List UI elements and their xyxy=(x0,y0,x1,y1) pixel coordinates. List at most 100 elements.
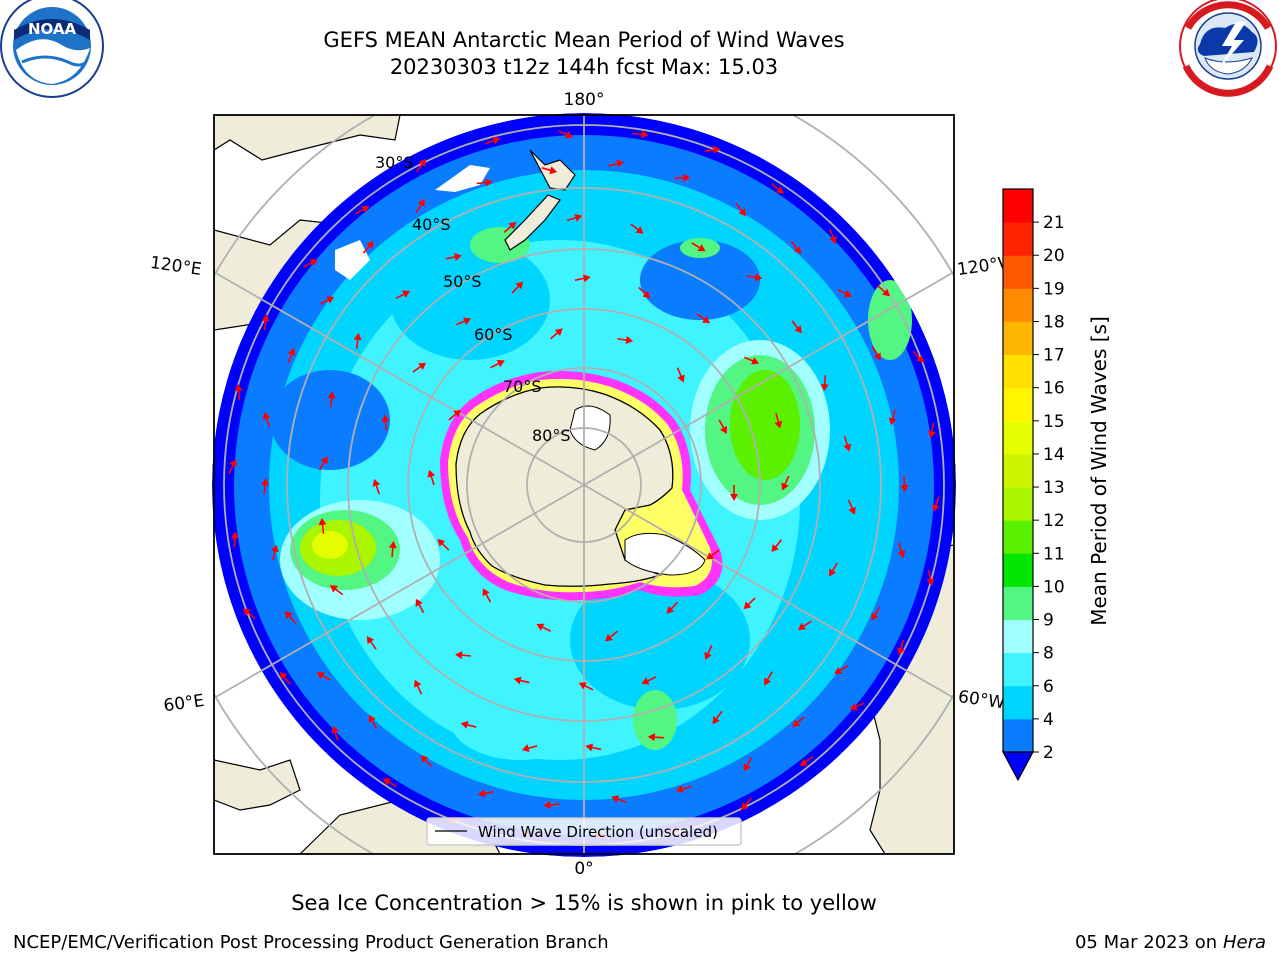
wave-direction-arrowhead xyxy=(625,336,634,345)
wave-direction-arrowhead xyxy=(366,240,374,249)
wave-direction-arrowhead xyxy=(420,755,429,763)
wave-direction-arrowhead xyxy=(455,651,463,660)
colorbar-label: Mean Period of Wind Waves [s] xyxy=(1087,316,1111,626)
wave-direction-arrowhead xyxy=(697,244,706,252)
wave-direction-arrowhead xyxy=(754,273,763,282)
footer-date-text: 05 Mar 2023 on xyxy=(1074,932,1218,953)
wave-direction-arrowhead xyxy=(932,503,940,512)
wave-direction-arrowhead xyxy=(675,785,684,793)
wave-direction-arrowhead xyxy=(460,721,469,729)
colorbar-segment xyxy=(1003,718,1033,753)
wave-direction-arrowhead xyxy=(437,538,446,547)
colorbar-segment xyxy=(1003,189,1033,223)
colorbar-tick-label: 14 xyxy=(1043,445,1065,465)
wave-direction-arrowhead xyxy=(320,456,328,465)
wave-direction-arrowhead xyxy=(849,703,858,711)
wave-direction-arrowhead xyxy=(916,354,925,363)
wave-direction-arrowhead xyxy=(279,671,288,680)
wave-direction-arrowhead xyxy=(900,484,909,493)
wave-direction-arrowhead xyxy=(843,443,852,452)
wave-direction-arrowhead xyxy=(585,743,594,752)
map-legend: Wind Wave Direction (unscaled) xyxy=(426,817,742,846)
wave-direction-arrowhead xyxy=(927,430,936,439)
wave-direction-arrowhead xyxy=(828,568,837,577)
wave-direction-arrowhead xyxy=(683,173,691,182)
wave-direction-arrowhead xyxy=(521,744,530,753)
colorbar-segment xyxy=(1003,453,1033,488)
graticule xyxy=(213,115,955,854)
wave-direction-arrowhead xyxy=(799,758,808,767)
wave-direction-arrowhead xyxy=(743,601,752,610)
wave-direction-arrowhead xyxy=(702,315,711,324)
wave-direction-arrowhead xyxy=(414,679,422,688)
lat-label-80s: 80°S xyxy=(532,426,571,445)
wave-direction-arrowhead xyxy=(677,374,685,383)
lon-label-60w: 60°W xyxy=(957,687,1006,713)
colorbar-frame xyxy=(1002,188,1034,753)
wave-direction-arrowhead xyxy=(318,517,327,526)
wave-direction-arrowhead xyxy=(327,391,336,399)
wave-direction-arrowhead xyxy=(262,411,271,420)
wave-direction-arrowhead xyxy=(485,178,493,187)
wave-direction-arrowhead xyxy=(642,290,651,299)
wave-direction-arrowhead xyxy=(287,348,296,357)
wave-direction-arrowhead xyxy=(496,360,505,368)
wave-direction-arrowhead xyxy=(366,636,375,645)
wave-direction-arrowhead xyxy=(897,550,906,559)
wind-wave-arrows xyxy=(228,130,940,840)
wave-direction-arrowhead xyxy=(261,477,270,486)
colorbar-tick-label: 10 xyxy=(1043,577,1065,597)
wave-direction-arrowhead xyxy=(454,253,462,261)
wave-direction-arrowhead xyxy=(372,478,381,487)
wave-direction-arrowhead xyxy=(515,281,524,290)
wave-direction-arrowhead xyxy=(427,469,436,478)
wave-direction-arrowhead xyxy=(635,226,644,234)
wave-direction-arrowhead xyxy=(331,725,340,734)
wave-direction-arrowhead xyxy=(402,290,411,298)
wave-direction-arrowhead xyxy=(418,158,426,167)
chart-title: GEFS MEAN Antarctic Mean Period of Wind … xyxy=(323,28,845,52)
wave-direction-arrowhead xyxy=(713,145,721,154)
wave-direction-arrowhead xyxy=(482,588,490,597)
noaa-logo: NOAA xyxy=(0,0,104,98)
wave-direction-arrowhead xyxy=(234,383,243,392)
lat-label-40s: 40°S xyxy=(412,215,451,234)
wave-direction-arrowhead xyxy=(834,666,843,674)
colorbar-segment xyxy=(1003,685,1033,720)
meridian-60e-120w xyxy=(213,271,955,699)
wave-direction-arrowhead xyxy=(888,417,897,426)
wave-direction-arrowhead xyxy=(616,159,625,168)
lon-label-180: 180° xyxy=(564,90,605,110)
wave-direction-arrowhead xyxy=(719,425,727,434)
wave-direction-arrowhead xyxy=(415,598,423,607)
wave-direction-arrowhead xyxy=(611,795,620,803)
colorbar-tick-label: 11 xyxy=(1043,544,1065,564)
wave-direction-arrowhead xyxy=(574,213,583,222)
wave-direction-arrowhead xyxy=(897,647,905,656)
colorbar-segment xyxy=(1003,387,1033,422)
lat-label-50s: 50°S xyxy=(443,272,482,291)
wave-direction-arrowhead xyxy=(418,362,427,371)
wave-direction-arrowhead xyxy=(738,208,746,217)
map-frame xyxy=(213,114,955,855)
wave-direction-arrowhead xyxy=(792,719,801,727)
wave-direction-arrowhead xyxy=(492,136,501,145)
wave-direction-arrowhead xyxy=(871,612,879,621)
wave-direction-arrowhead xyxy=(368,714,376,723)
wave-direction-arrowhead xyxy=(926,578,935,586)
wave-direction-arrowhead xyxy=(781,482,789,491)
wave-direction-arrowhead xyxy=(543,801,551,809)
footer-date: 05 Mar 2023 on Hera xyxy=(1075,932,1266,953)
colorbar-tick-label: 18 xyxy=(1043,312,1065,332)
wave-direction-arrowhead xyxy=(647,733,656,742)
wave-direction-arrowhead xyxy=(513,676,522,685)
wave-direction-arrowhead xyxy=(844,289,853,298)
wave-direction-arrowhead xyxy=(764,677,772,686)
wave-direction-arrowhead xyxy=(417,198,425,207)
wave-direction-arrowhead xyxy=(774,420,783,429)
wave-direction-arrowhead xyxy=(361,205,370,214)
wave-direction-arrowhead xyxy=(271,544,279,553)
wave-direction-arrowhead xyxy=(751,357,760,365)
wave-direction-arrowhead xyxy=(706,552,715,560)
